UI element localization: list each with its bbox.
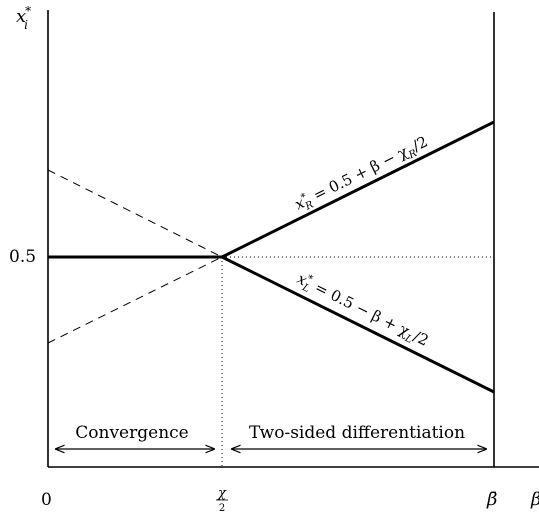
tick-x-zero: 0 [41,490,52,510]
tick-chi-half: χ 2 [216,486,228,514]
y-axis-label: x* i [16,4,31,32]
dashed-line-ascending [47,256,223,344]
tick-y-half: 0.5 [9,247,36,267]
convergence-label: Convergence [75,423,188,443]
svg-text:2: 2 [219,503,225,514]
tick-beta-bar: β̄ [486,489,497,510]
svg-text:χ: χ [217,486,227,501]
dashed-line-descending [47,169,223,258]
x-right-equation: x*R = 0.5 + β − χR/2 [292,133,432,217]
two-sided-label: Two-sided differentiation [249,423,465,443]
x-left-line [221,255,495,394]
x-right-line [221,120,495,259]
x-left-equation: x*L = 0.5 − β + χL/2 [293,269,432,352]
x-axis-label: β [530,489,539,510]
